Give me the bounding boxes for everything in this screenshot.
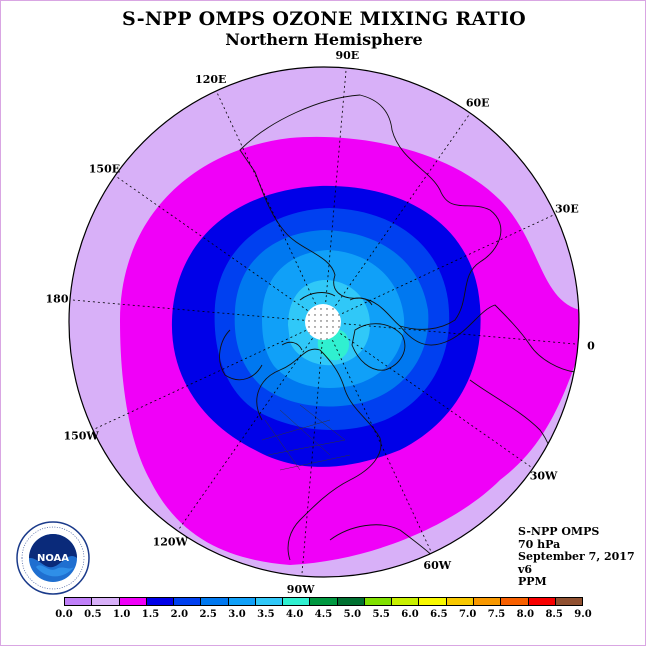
color-scale-swatch [146, 598, 175, 605]
info-units: PPM [518, 575, 547, 588]
color-scale-swatch [555, 598, 583, 605]
color-scale-swatch [364, 598, 393, 605]
color-scale-bar [64, 597, 583, 606]
color-scale-tick-label: 7.5 [487, 609, 506, 620]
color-scale-tick-label: 0.5 [84, 609, 102, 620]
color-scale-tick-label: 5.5 [372, 609, 390, 620]
color-scale-swatch [501, 598, 529, 605]
coastline-alaska [219, 329, 263, 381]
color-scale-swatch [337, 598, 365, 605]
color-scale-swatch [419, 598, 447, 605]
meridian-line [325, 67, 347, 303]
color-scale-swatch [228, 598, 256, 605]
color-scale-tick-label: 3.5 [257, 609, 275, 620]
color-scale-swatch [201, 598, 229, 605]
color-scale-tick-label: 3.0 [228, 609, 246, 620]
coastline-europe [399, 304, 576, 373]
color-scale-swatch [283, 598, 311, 605]
meridian-line [343, 323, 579, 345]
coastlines [219, 94, 576, 576]
color-scale-tick-label: 4.5 [314, 609, 333, 620]
meridian-line [177, 338, 313, 532]
color-scale-tick-label: 0.0 [55, 609, 73, 620]
noaa-logo-text: NOAA [37, 553, 69, 564]
color-scale-swatch [174, 598, 202, 605]
color-scale-tick-label: 1.5 [141, 609, 160, 620]
noaa-logo: NOAA [16, 521, 90, 595]
longitude-label: 120W [153, 536, 189, 549]
coastline-eurasia [239, 94, 502, 330]
meridian-line [332, 339, 433, 554]
meridian-line [341, 213, 556, 314]
longitude-label: 90W [287, 583, 315, 596]
color-scale-tick-label: 4.0 [285, 609, 304, 620]
color-scale-tick-label: 8.5 [545, 609, 563, 620]
color-scale-swatch [446, 598, 474, 605]
color-scale-tick-label: 1.0 [112, 609, 131, 620]
map-subtitle: Northern Hemisphere [225, 30, 423, 49]
color-scale-tick-label: 2.5 [199, 609, 217, 620]
meridian-line [340, 333, 534, 469]
info-instrument: S-NPP OMPS [518, 525, 600, 538]
color-scale-swatch [473, 598, 502, 605]
info-panel: S-NPP OMPS 70 hPa September 7, 2017 v6 P… [518, 525, 635, 589]
longitude-labels: 0 30E 60E 90E 120E 150E 180 150W 120W 90W 60W 30W [46, 49, 596, 596]
hemisphere-border [68, 66, 580, 578]
map-title: S-NPP OMPS OZONE MIXING RATIO [121, 8, 527, 30]
color-scale-swatch [255, 598, 284, 605]
coastline-greenland [351, 323, 406, 371]
longitude-label: 90E [336, 49, 360, 62]
color-scale-swatch [310, 598, 338, 605]
info-level: 70 hPa [518, 537, 561, 551]
color-scale-swatch [92, 598, 120, 605]
missing-data-dots [305, 304, 341, 340]
meridian-line [335, 112, 471, 306]
meridian-line [92, 330, 307, 431]
color-scale-swatch [119, 598, 147, 605]
color-scale-swatch [528, 598, 556, 605]
us-state-borders [261, 404, 351, 471]
longitude-label: 30E [555, 203, 579, 216]
color-scale-tick-label: 6.5 [430, 609, 448, 620]
longitude-label: 150E [89, 162, 120, 175]
longitude-label: 60W [423, 559, 451, 572]
meridian-line [69, 299, 305, 321]
color-scale-tick-label: 8.0 [516, 609, 535, 620]
longitude-label: 120E [195, 73, 226, 86]
color-scale-tick-label: 5.0 [343, 609, 362, 620]
meridian-line [301, 341, 323, 577]
longitude-label: 0 [587, 339, 595, 352]
meridian-line [215, 90, 316, 305]
color-scale-swatch [392, 598, 420, 605]
color-scale-tick-label: 2.0 [170, 609, 189, 620]
longitude-label: 30W [530, 470, 558, 483]
color-scale-tick-label: 7.0 [458, 609, 477, 620]
coastline-arctic-islands [281, 292, 373, 351]
longitude-label: 150W [63, 429, 99, 442]
color-scale-tick-label: 6.0 [401, 609, 419, 620]
color-scale-swatch [65, 598, 93, 605]
coastline-north-america [256, 348, 382, 561]
longitude-label: 180 [46, 293, 69, 306]
info-version: v6 [518, 562, 533, 576]
meridian-lines [69, 67, 579, 577]
longitude-label: 60E [466, 96, 490, 109]
info-date: September 7, 2017 [518, 550, 635, 563]
color-scale-ticks: 0.0 0.5 1.0 1.5 2.0 2.5 3.0 3.5 4.0 4.5 5.0 5.5 6.0 6… [0, 609, 648, 623]
meridian-line [114, 175, 308, 311]
color-scale-tick-label: 9.0 [574, 609, 592, 620]
